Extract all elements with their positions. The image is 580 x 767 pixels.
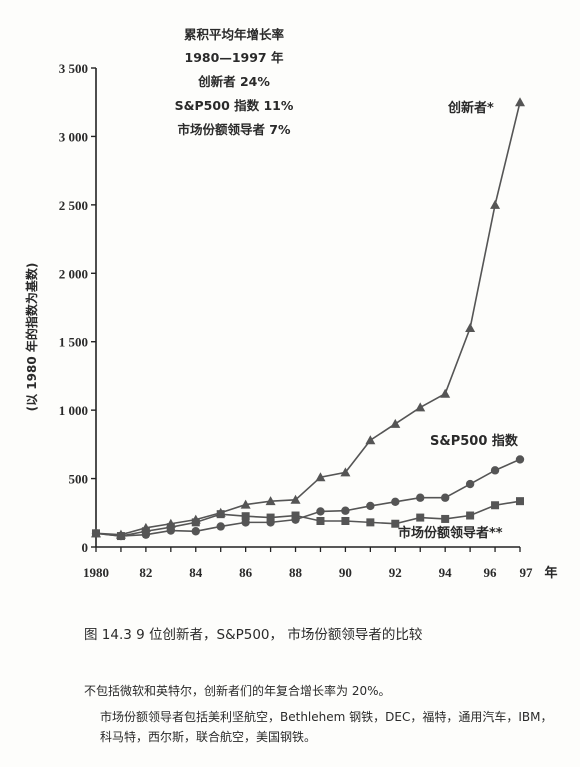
footnote-2: 市场份额领导者包括美利坚航空，Bethlehem 钢铁，DEC，福特，通用汽车，… <box>100 710 553 744</box>
y-axis-label: (以 1980 年的指数为基数) <box>24 263 39 412</box>
data-point-circle <box>416 493 425 502</box>
data-point-triangle <box>490 199 501 209</box>
x-tick-label: 96 <box>484 565 498 580</box>
data-point-square <box>241 512 250 521</box>
growth-note-line: 市场份额领导者 7% <box>177 122 291 137</box>
data-point-square <box>416 513 425 522</box>
data-point-circle <box>216 522 225 531</box>
y-tick-label: 1 500 <box>59 335 88 350</box>
series-label-1: 创新者* <box>447 100 494 116</box>
data-point-circle <box>515 455 525 464</box>
data-point-square <box>466 511 475 520</box>
series-line <box>95 500 521 537</box>
y-tick-label: 3 000 <box>59 129 88 144</box>
growth-note-line: 1980—1997 年 <box>185 50 284 65</box>
data-point-circle <box>241 518 250 527</box>
data-point-circle <box>191 527 200 536</box>
data-point-circle <box>490 466 500 475</box>
data-point-triangle <box>415 402 426 412</box>
x-tick-label: 97 <box>520 565 534 580</box>
data-point-square <box>391 519 400 528</box>
data-point-square <box>141 527 150 536</box>
growth-note-line: 累积平均年增长率 <box>184 27 285 42</box>
x-unit-label: 年 <box>544 565 557 580</box>
y-tick-label: 2 000 <box>59 266 88 281</box>
data-point-circle <box>465 479 475 489</box>
data-point-square <box>341 516 350 525</box>
y-axis: 0 500 1 000 1 500 2 000 2 500 3 000 3 500 <box>59 61 97 555</box>
y-tick-label: 2 500 <box>59 198 88 213</box>
x-tick-label: 86 <box>239 565 253 580</box>
data-point-triangle <box>240 499 251 509</box>
data-point-circle <box>366 501 375 511</box>
data-point-square <box>92 529 100 538</box>
data-point-triangle <box>340 467 351 477</box>
data-point-circle <box>316 507 325 516</box>
y-tick-label: 1 000 <box>59 403 88 418</box>
data-point-square <box>491 501 500 510</box>
data-point-circle <box>341 506 350 515</box>
data-point-square <box>516 497 524 506</box>
x-tick-label: 88 <box>289 565 303 580</box>
data-point-triangle <box>465 323 476 333</box>
data-point-square <box>291 511 300 520</box>
x-tick-label: 90 <box>339 565 352 580</box>
data-point-triangle <box>315 472 326 482</box>
figure-caption: 图 14.3 9 位创新者，S&P500， 市场份额领导者的比较 <box>84 627 423 643</box>
chart-svg: 0 500 1 000 1 500 2 000 2 500 3 000 3 500 1980 8… <box>24 27 558 580</box>
y-tick-label: 3 500 <box>59 61 88 76</box>
x-tick-label: 82 <box>139 565 152 580</box>
data-point-triangle <box>265 496 276 506</box>
data-point-triangle <box>390 418 401 428</box>
x-tick-label: 94 <box>439 565 453 580</box>
data-point-triangle <box>515 97 525 107</box>
data-point-circle <box>440 493 450 502</box>
growth-note-line: S&P500 指数 11% <box>175 98 294 113</box>
series-label-2: S&P500 指数 <box>430 433 519 449</box>
data-point-triangle <box>440 388 451 398</box>
data-point-square <box>316 516 325 525</box>
series-3 <box>92 497 524 541</box>
x-axis: 1980 82 84 86 88 90 92 94 96 97 年 <box>83 546 558 580</box>
series-line <box>95 102 521 536</box>
data-point-square <box>441 514 450 523</box>
x-tick-label: 1980 <box>83 565 109 580</box>
data-point-square <box>366 518 375 527</box>
data-point-circle <box>391 497 400 507</box>
x-tick-label: 92 <box>389 565 402 580</box>
y-tick-label: 0 <box>82 540 89 555</box>
data-point-square <box>216 510 225 519</box>
y-tick-label: 500 <box>69 472 89 487</box>
x-tick-label: 84 <box>189 565 203 580</box>
series-1 <box>91 97 525 539</box>
data-point-square <box>266 513 275 522</box>
series-label-3: 市场份额领导者** <box>398 525 503 541</box>
data-point-square <box>191 518 200 527</box>
footnote-1: 不包括微软和英特尔，创新者们的年复合增长率为 20%。 <box>84 684 391 698</box>
series-line <box>95 458 521 537</box>
data-point-triangle <box>290 494 301 504</box>
data-point-square <box>116 532 125 541</box>
data-point-square <box>166 523 175 532</box>
data-point-triangle <box>365 435 376 445</box>
growth-note-line: 创新者 24% <box>197 74 270 89</box>
